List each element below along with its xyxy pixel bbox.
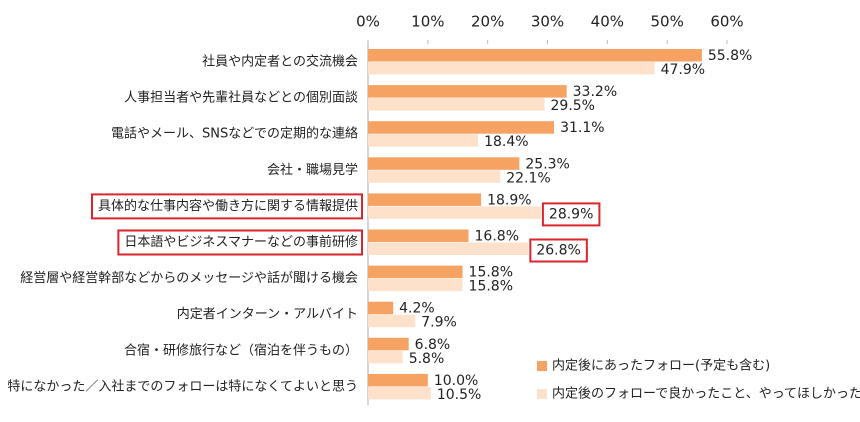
value-label: 33.2% (573, 84, 617, 100)
bar (368, 265, 463, 279)
value-label: 15.8% (469, 265, 513, 281)
bar (368, 49, 702, 62)
category-label: 経営層や経営幹部などからのメッセージや話が聞ける機会 (20, 270, 358, 286)
category-label: 内定者インターン・アルバイト (177, 306, 358, 322)
bar (368, 121, 555, 134)
category-label: 人事担当者や先輩社員などとの個別面談 (124, 90, 358, 106)
value-label: 55.8% (708, 48, 752, 64)
value-label: 28.9% (549, 206, 593, 222)
value-label: 26.8% (536, 243, 580, 259)
legend-swatch (537, 361, 547, 371)
highlight-box (541, 202, 601, 227)
value-label: 31.1% (560, 120, 604, 136)
value-label: 25.3% (525, 156, 569, 172)
value-label: 18.4% (484, 134, 528, 150)
x-tick-label: 60% (710, 13, 743, 31)
value-label: 15.8% (469, 279, 513, 295)
highlight-box (90, 193, 363, 220)
legend-label: 内定後のフォローで良かったこと、やってほしかったこと (552, 386, 860, 402)
bar (368, 373, 428, 387)
bar (368, 301, 394, 315)
value-label: 10.0% (434, 373, 478, 389)
x-tick-label: 50% (650, 13, 683, 31)
category-label: 電話やメール、SNSなどでの定期的な連絡 (111, 126, 358, 142)
bar (368, 157, 520, 170)
value-label: 22.1% (506, 170, 550, 186)
bar (368, 170, 501, 183)
bar (368, 337, 409, 351)
bar (368, 62, 655, 75)
value-label: 10.5% (437, 387, 481, 403)
category-label: 日本語やビジネスマナーなどの事前研修 (124, 234, 358, 250)
value-label: 4.2% (399, 301, 435, 317)
category-label: 社員や内定者との交流機会 (202, 54, 358, 70)
highlight-box (529, 238, 588, 263)
value-label: 7.9% (421, 315, 457, 331)
legend-label: 内定後にあったフォロー(予定も含む) (552, 358, 770, 374)
bar (368, 85, 567, 98)
bar (368, 206, 541, 219)
value-label: 47.9% (661, 62, 705, 78)
value-label: 18.9% (487, 192, 531, 208)
legend-swatch (537, 389, 547, 399)
bar (368, 229, 469, 242)
bar (368, 386, 431, 400)
x-tick-label: 40% (591, 13, 624, 31)
bar (368, 278, 463, 292)
bar (368, 242, 529, 255)
bar (368, 350, 403, 364)
category-label: 会社・職場見学 (267, 162, 358, 178)
x-tick-label: 20% (471, 13, 504, 31)
bar (368, 98, 545, 111)
category-label: 具体的な仕事内容や働き方に関する情報提供 (98, 198, 358, 214)
category-label: 合宿・研修旅行など（宿泊を伴うもの） (124, 342, 358, 358)
x-tick-label: 0% (356, 13, 380, 31)
bar (368, 314, 416, 328)
bar (368, 193, 482, 206)
bar (368, 134, 479, 147)
value-label: 5.8% (409, 351, 445, 367)
x-tick-label: 30% (531, 13, 564, 31)
value-label: 29.5% (551, 98, 595, 114)
highlight-box (117, 229, 363, 256)
category-label: 特になかった／入社までのフォローは特になくてよいと思う (7, 378, 358, 394)
x-tick-label: 10% (411, 13, 444, 31)
value-label: 16.8% (475, 229, 519, 245)
value-label: 6.8% (415, 337, 451, 353)
